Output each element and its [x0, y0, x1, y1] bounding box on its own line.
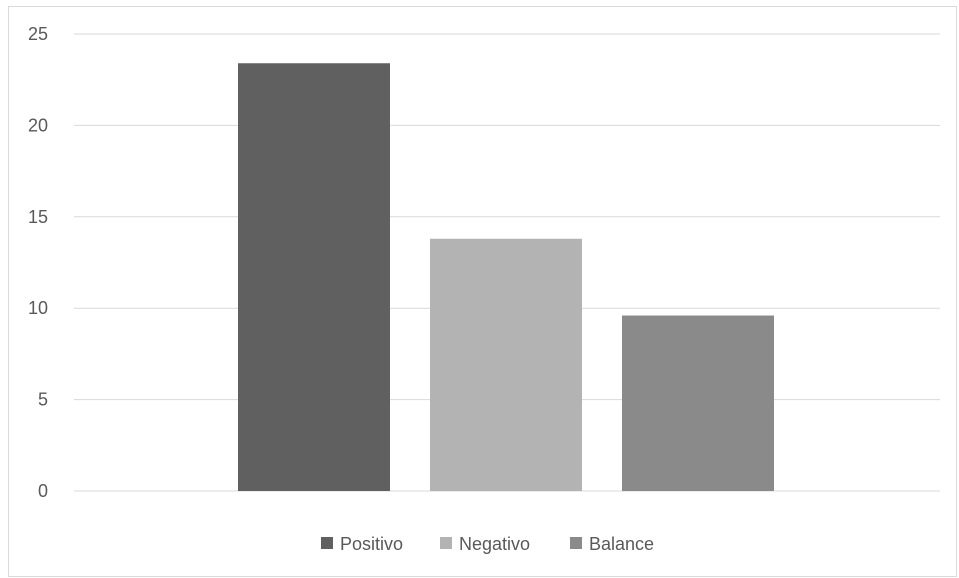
y-tick-label: 10: [28, 298, 48, 318]
y-axis-tick-labels: 0 5 10 15 20 25: [28, 24, 48, 501]
y-tick-label: 20: [28, 115, 48, 135]
y-tick-label: 5: [38, 390, 48, 410]
bar-balance: [622, 315, 774, 491]
legend-swatch-negativo: [440, 537, 452, 549]
legend-label-balance: Balance: [589, 534, 654, 554]
y-tick-label: 25: [28, 24, 48, 44]
legend-label-positivo: Positivo: [340, 534, 403, 554]
bars: [238, 63, 774, 492]
legend: Positivo Negativo Balance: [321, 534, 654, 554]
y-tick-label: 0: [38, 481, 48, 501]
y-tick-label: 15: [28, 207, 48, 227]
bar-positivo: [238, 63, 390, 492]
gridlines: [74, 33, 940, 492]
legend-swatch-positivo: [321, 537, 333, 549]
legend-swatch-balance: [570, 537, 582, 549]
legend-label-negativo: Negativo: [459, 534, 530, 554]
bar-negativo: [430, 238, 582, 491]
